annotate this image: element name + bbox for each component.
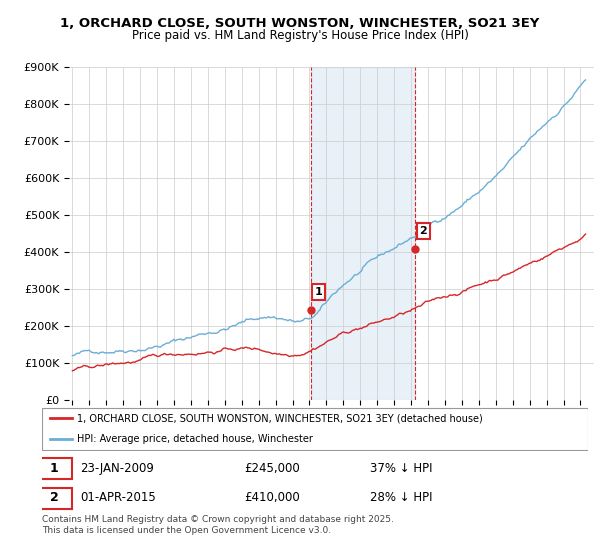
Text: 1: 1 [315,287,323,297]
Text: 1, ORCHARD CLOSE, SOUTH WONSTON, WINCHESTER, SO21 3EY: 1, ORCHARD CLOSE, SOUTH WONSTON, WINCHES… [61,17,539,30]
Text: Contains HM Land Registry data © Crown copyright and database right 2025.
This d: Contains HM Land Registry data © Crown c… [42,515,394,535]
Text: 28% ↓ HPI: 28% ↓ HPI [370,491,432,504]
Text: £410,000: £410,000 [244,491,300,504]
Text: 23-JAN-2009: 23-JAN-2009 [80,462,154,475]
Text: 1, ORCHARD CLOSE, SOUTH WONSTON, WINCHESTER, SO21 3EY (detached house): 1, ORCHARD CLOSE, SOUTH WONSTON, WINCHES… [77,413,483,423]
Text: HPI: Average price, detached house, Winchester: HPI: Average price, detached house, Winc… [77,433,313,444]
Text: Price paid vs. HM Land Registry's House Price Index (HPI): Price paid vs. HM Land Registry's House … [131,29,469,42]
Text: 2: 2 [50,491,58,504]
FancyBboxPatch shape [37,488,72,509]
Text: 2: 2 [419,226,427,236]
Text: £245,000: £245,000 [244,462,300,475]
Text: 1: 1 [50,462,58,475]
FancyBboxPatch shape [42,408,588,450]
Bar [311,67,415,400]
FancyBboxPatch shape [37,458,72,479]
Text: 37% ↓ HPI: 37% ↓ HPI [370,462,432,475]
Text: 01-APR-2015: 01-APR-2015 [80,491,156,504]
